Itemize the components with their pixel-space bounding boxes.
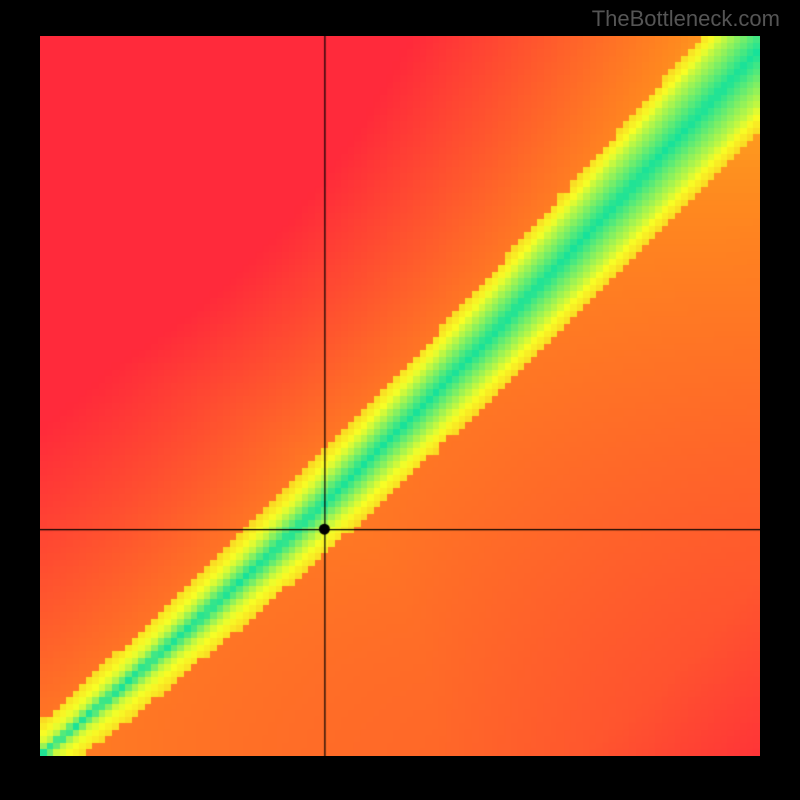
heatmap-plot — [40, 36, 760, 756]
heatmap-canvas — [40, 36, 760, 756]
watermark-text: TheBottleneck.com — [592, 6, 780, 32]
